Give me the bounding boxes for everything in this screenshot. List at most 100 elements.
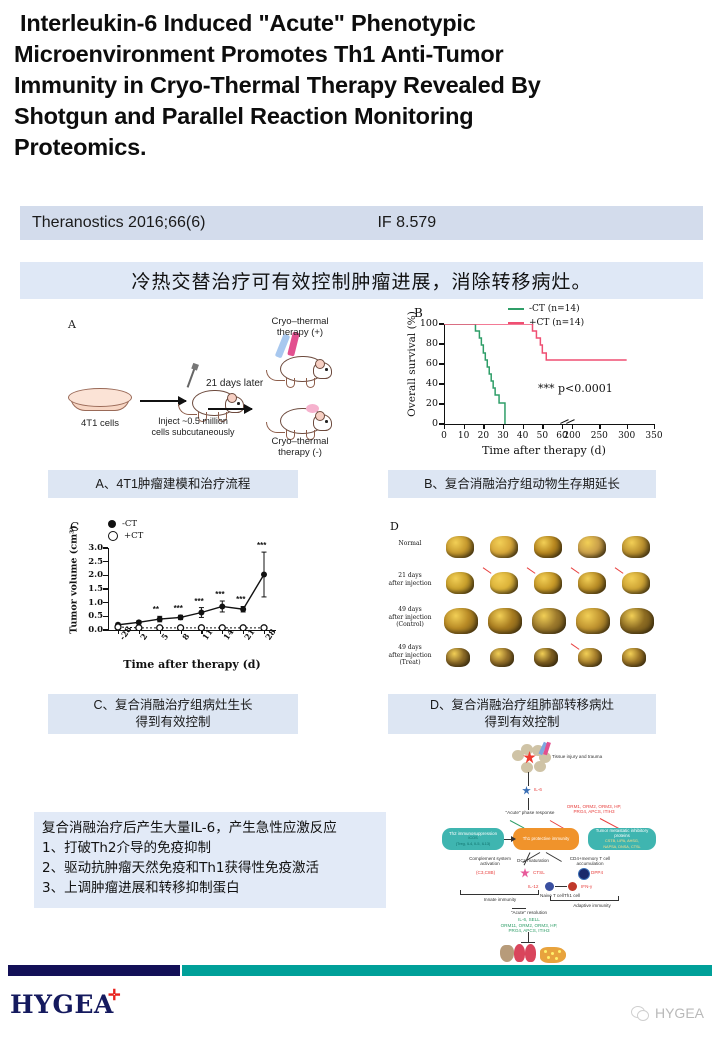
y-tick-label: 0 (431, 418, 438, 429)
legend-marker (108, 520, 116, 528)
pathway-connector (504, 839, 513, 840)
pathway-connector (460, 890, 461, 895)
liver-nodule-icon (551, 952, 554, 955)
significance-marker: *** (236, 595, 246, 605)
panel-d-caption: D、复合消融治疗组肺部转移病灶 得到有效控制 (388, 694, 656, 734)
arrow-right-icon (140, 396, 187, 406)
pathway-box: Tumor metastatic inhibitory proteins CSTB… (588, 828, 656, 850)
y-tick (103, 602, 108, 604)
cell-icon (521, 762, 533, 773)
figure-panel-a: A 4T1 cells Inject ~0.5 million cells su… (40, 312, 340, 460)
pathway-label: IL-6, SELL (518, 917, 540, 922)
x-tick (222, 630, 224, 634)
y-tick-label: 100 (419, 318, 438, 329)
lung-specimen-image (622, 536, 650, 558)
liver-nodule-icon (558, 950, 561, 953)
metastasis-arrow-icon (614, 567, 624, 575)
panel-a-caption: A、4T1肿瘤建模和治疗流程 (48, 470, 298, 498)
lung-row-label: 49 days after injection (Treat) (388, 644, 432, 666)
x-tick (180, 630, 182, 634)
panel-a-dish-label: 4T1 cells (80, 418, 119, 429)
y-tick (439, 383, 444, 385)
title-line-4: Shotgun and Parallel Reaction Monitoring (14, 103, 474, 129)
panel-b-pvalue: *** p<0.0001 (538, 382, 613, 395)
metastasis-arrow-icon (482, 567, 492, 575)
pathway-connector (512, 908, 526, 909)
y-tick-label: 80 (425, 338, 438, 349)
pathway-connector (528, 772, 529, 786)
x-tick (483, 424, 485, 429)
x-tick (503, 424, 505, 429)
liver-nodule-icon (547, 956, 550, 959)
x-tick-label: 30 (497, 431, 509, 441)
lung-row: 49 days after injection (Control) (378, 606, 678, 639)
legend-label: -CT (n=14) (529, 304, 580, 314)
legend-item: +CT (n=14) (508, 316, 584, 330)
panel-c-letter: C (70, 520, 80, 534)
x-tick (118, 630, 120, 634)
pathway-label: Adaptive immunity (573, 903, 611, 908)
lung-specimen-image (578, 536, 606, 558)
x-tick-label: 250 (590, 431, 608, 441)
x-tick (599, 424, 601, 429)
pathway-connector (550, 900, 618, 901)
y-tick-label: 20 (425, 398, 438, 409)
lung-row: 49 days after injection (Treat) (378, 643, 678, 677)
il6-icon (522, 786, 531, 795)
journal-info-bar: Theranostics 2016;66(6) IF 8.579 (20, 206, 703, 240)
conclusion-line-1: 复合消融治疗后产生大量IL-6，产生急性应激反应 (42, 820, 337, 836)
lung-row-label: Normal (398, 540, 422, 547)
y-tick-label: 1.0 (88, 597, 103, 608)
x-tick-label: 300 (618, 431, 636, 441)
legend-item: -CT (n=14) (508, 302, 584, 316)
page-title: Interleukin-6 Induced "Acute" Phenotypic… (14, 8, 704, 163)
figure-panel-b: B Overall survival (%) Time after therap… (400, 304, 670, 464)
panel-a-ct-plus-label: Cryo–thermal therapy (+) (271, 316, 329, 338)
pathway-connector (528, 932, 529, 942)
x-tick-label: 5 (158, 631, 171, 642)
y-tick-label: 1.5 (88, 584, 103, 594)
metastasis-arrow-icon (570, 643, 580, 651)
y-tick (439, 363, 444, 365)
lung-left-icon (514, 944, 525, 962)
pathway-connector (521, 942, 535, 943)
pathway-label: IL-6 (534, 787, 542, 792)
cell-icon (521, 744, 533, 755)
panel-c-caption: C、复合消融治疗组病灶生长 得到有效控制 (48, 694, 298, 734)
petri-dish-icon (68, 388, 132, 414)
pathway-connector (460, 894, 538, 895)
wechat-account: HYGEA (630, 1005, 704, 1021)
y-tick-label: 40 (425, 378, 438, 389)
pathway-box-title: Tumor metastatic inhibitory proteins (595, 827, 649, 839)
tcell-icon (578, 868, 590, 880)
dc-cell-icon (520, 868, 530, 878)
x-tick-label: 8 (179, 631, 191, 642)
legend-swatch (508, 307, 524, 311)
pathway-label: ORM11, ORM2, ORM3, HP, PRG4, APCS, ITIH3 (500, 923, 558, 933)
hygea-logo: HYGEA (10, 990, 114, 1019)
cell-icon (539, 752, 551, 763)
pathway-label: IL-12 (528, 884, 539, 889)
figure-panel-c: C Tumor volume (cm³) Time after therapy … (60, 519, 340, 680)
medical-cross-icon: ✛ (108, 987, 121, 1004)
y-tick-label: 0.0 (88, 625, 103, 635)
x-tick (138, 630, 141, 634)
cell-icon (512, 750, 524, 761)
x-tick (444, 424, 446, 429)
figure-panel-d: D Normal 21 days after injection 49 days a… (378, 520, 678, 680)
panel-a-days-label: 21 days later (206, 378, 264, 389)
x-tick-label: 0 (441, 431, 447, 441)
liver-nodule-icon (544, 950, 547, 953)
pathway-box: Th2 immunosuppression ICOS (Treg, IL4, IL… (442, 828, 504, 850)
liver-icon (540, 947, 566, 963)
significance-marker: *** (173, 604, 183, 614)
wechat-icon (630, 1006, 649, 1021)
pathway-label: CTSL (533, 870, 545, 875)
metastasis-arrow-icon (570, 567, 580, 575)
x-tick-label: 50 (536, 431, 549, 441)
pathway-connector (538, 890, 539, 895)
tumor-icon (306, 404, 319, 413)
pathway-label: DPP4 (591, 870, 604, 875)
y-tick (103, 574, 108, 576)
chinese-headline-bar: 冷热交替治疗可有效控制肿瘤进展，消除转移病灶。 (20, 262, 703, 299)
